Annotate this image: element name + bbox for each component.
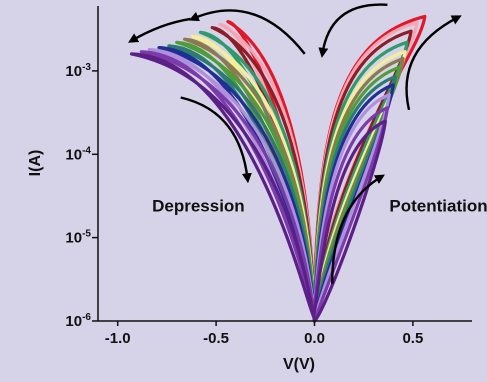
ticks-group: -1.0 -0.5 0.0 0.5 10-3 10-4 10-5 10-6 [65, 62, 423, 347]
iv-curve-12 [129, 52, 387, 323]
depression-side-arrow [180, 96, 252, 184]
depression-top-left-arrow [128, 17, 191, 43]
arrows-group [128, 3, 462, 284]
y-tick-label-3: 10-5 [65, 229, 91, 247]
potentiation-label: Potentiation [389, 197, 487, 216]
y-axis-label: I(A) [27, 150, 44, 177]
y-tick-label-2: 10-4 [65, 145, 91, 163]
y-tick-label-1: 10-3 [65, 62, 91, 80]
potentiation-bottom-arrow [331, 174, 385, 284]
y-tick-label-4: 10-6 [65, 312, 91, 330]
x-tick-label-3: 0.0 [304, 330, 325, 347]
x-tick-label-1: -1.0 [105, 330, 131, 347]
potentiation-top-arrow [318, 3, 388, 58]
potentiation-side-arrow [405, 15, 462, 111]
depression-top-arrow [188, 9, 306, 55]
x-tick-label-4: 0.5 [402, 330, 423, 347]
depression-label: Depression [152, 197, 245, 216]
x-tick-label-2: -0.5 [203, 330, 229, 347]
curves-group [129, 14, 427, 323]
x-axis-label: V(V) [283, 356, 315, 373]
